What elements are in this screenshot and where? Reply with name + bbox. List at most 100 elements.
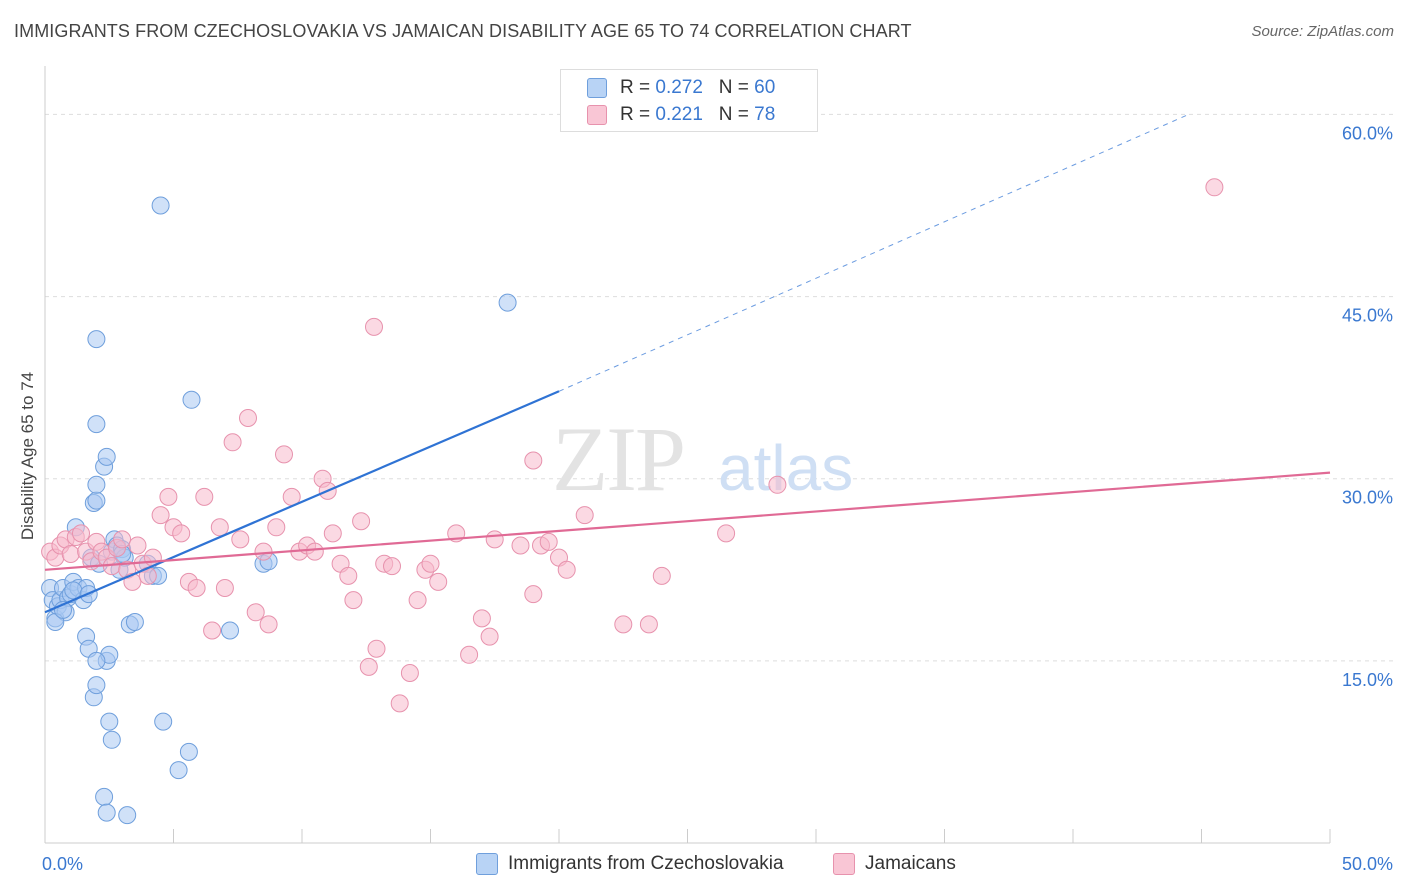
point-jamaicans bbox=[187, 579, 206, 597]
point-jamaicans bbox=[460, 645, 479, 664]
point-jamaicans bbox=[524, 585, 543, 604]
point-jamaicans bbox=[390, 694, 409, 713]
point-czechoslovakia bbox=[118, 806, 137, 825]
point-jamaicans bbox=[421, 554, 440, 573]
point-jamaicans bbox=[172, 524, 191, 543]
point-czechoslovakia bbox=[154, 712, 173, 731]
point-czechoslovakia bbox=[87, 491, 106, 510]
x-tick-label: 0.0% bbox=[42, 854, 83, 874]
point-jamaicans bbox=[305, 542, 324, 561]
axes bbox=[44, 66, 1331, 844]
grid-lines bbox=[45, 113, 1395, 662]
point-czechoslovakia bbox=[182, 390, 201, 409]
point-czechoslovakia bbox=[87, 475, 106, 494]
point-jamaicans bbox=[717, 524, 736, 543]
watermark: ZIP atlas bbox=[552, 408, 853, 510]
point-czechoslovakia bbox=[100, 712, 119, 731]
point-czechoslovakia bbox=[169, 761, 188, 780]
point-jamaicans bbox=[557, 560, 576, 579]
legend-swatch-blue bbox=[587, 78, 607, 98]
trend-line-czechoslovakia-extension bbox=[558, 113, 1189, 392]
point-jamaicans bbox=[1205, 178, 1224, 197]
point-jamaicans bbox=[429, 572, 448, 591]
point-czechoslovakia bbox=[498, 293, 517, 312]
point-czechoslovakia bbox=[179, 742, 198, 761]
point-czechoslovakia bbox=[97, 803, 116, 822]
point-jamaicans bbox=[511, 536, 530, 555]
point-czechoslovakia bbox=[87, 330, 106, 349]
trend-lines bbox=[44, 113, 1331, 614]
y-tick-label: 15.0% bbox=[1342, 670, 1393, 690]
point-czechoslovakia bbox=[221, 621, 239, 640]
legend-n-value: 78 bbox=[754, 104, 776, 125]
point-jamaicans bbox=[231, 530, 250, 549]
point-jamaicans bbox=[215, 579, 234, 597]
point-jamaicans bbox=[195, 487, 214, 506]
legend-r-label: R = bbox=[620, 77, 656, 98]
point-jamaicans bbox=[352, 512, 371, 531]
point-jamaicans bbox=[254, 542, 273, 561]
legend-swatch-pink bbox=[587, 105, 607, 125]
point-jamaicans bbox=[259, 615, 278, 634]
legend-n-label: N = bbox=[718, 77, 755, 98]
point-jamaicans bbox=[61, 545, 80, 563]
watermark-atlas: atlas bbox=[718, 432, 853, 504]
point-jamaicans bbox=[652, 566, 671, 585]
point-jamaicans bbox=[275, 445, 293, 464]
point-jamaicans bbox=[72, 524, 90, 543]
point-jamaicans bbox=[575, 506, 594, 525]
point-jamaicans bbox=[768, 475, 787, 494]
y-tick-label: 30.0% bbox=[1342, 488, 1393, 508]
point-jamaicans bbox=[323, 524, 342, 543]
watermark-zip: ZIP bbox=[552, 408, 684, 510]
point-jamaicans bbox=[344, 591, 363, 610]
legend-r-label: R = bbox=[620, 104, 656, 125]
y-axis-label: Disability Age 65 to 74 bbox=[18, 371, 37, 541]
point-jamaicans bbox=[408, 591, 427, 610]
point-jamaicans bbox=[267, 518, 286, 537]
point-czechoslovakia bbox=[87, 651, 106, 670]
point-jamaicans bbox=[151, 506, 170, 525]
legend-r-value: 0.272 bbox=[655, 77, 703, 98]
point-jamaicans bbox=[367, 639, 386, 658]
point-jamaicans bbox=[359, 657, 378, 676]
y-tick-label: 60.0% bbox=[1342, 123, 1393, 143]
point-jamaicans bbox=[239, 409, 257, 427]
point-jamaicans bbox=[113, 530, 132, 549]
point-czechoslovakia bbox=[64, 581, 83, 600]
bottom-legend-swatch-blue bbox=[476, 853, 498, 875]
point-jamaicans bbox=[365, 317, 383, 336]
point-czechoslovakia bbox=[95, 787, 114, 806]
bottom-legend-label: Immigrants from Czechoslovakia bbox=[508, 853, 784, 874]
x-tick-labels: 0.0% 50.0% bbox=[42, 854, 1393, 874]
legend-n-label: N = bbox=[718, 104, 755, 125]
trend-line-jamaicans bbox=[44, 471, 1331, 571]
point-jamaicans bbox=[614, 615, 633, 634]
point-jamaicans bbox=[246, 603, 265, 622]
point-jamaicans bbox=[639, 615, 658, 634]
chart-title: IMMIGRANTS FROM CZECHOSLOVAKIA VS JAMAIC… bbox=[14, 21, 912, 41]
point-jamaicans bbox=[524, 451, 543, 470]
point-jamaicans bbox=[480, 627, 499, 646]
point-jamaicans bbox=[485, 530, 504, 549]
legend-r-value: 0.221 bbox=[655, 104, 703, 125]
legend-n-value: 60 bbox=[754, 77, 776, 98]
series-czechoslovakia-points bbox=[41, 196, 517, 825]
point-jamaicans bbox=[539, 532, 558, 551]
point-jamaicans bbox=[159, 487, 178, 506]
bottom-legend-label: Jamaicans bbox=[865, 853, 956, 874]
bottom-legend-swatch-pink bbox=[833, 853, 855, 875]
series-jamaicans-points bbox=[41, 178, 1224, 713]
point-czechoslovakia bbox=[87, 676, 106, 695]
point-czechoslovakia bbox=[97, 447, 116, 466]
point-jamaicans bbox=[223, 433, 242, 452]
trend-line-czechoslovakia bbox=[44, 390, 560, 614]
point-jamaicans bbox=[339, 566, 358, 585]
point-czechoslovakia bbox=[151, 196, 170, 215]
point-czechoslovakia bbox=[125, 613, 144, 631]
point-jamaicans bbox=[203, 621, 222, 640]
y-tick-labels: 15.0% 30.0% 45.0% 60.0% bbox=[1342, 123, 1393, 689]
point-jamaicans bbox=[210, 518, 229, 537]
point-jamaicans bbox=[400, 664, 419, 682]
